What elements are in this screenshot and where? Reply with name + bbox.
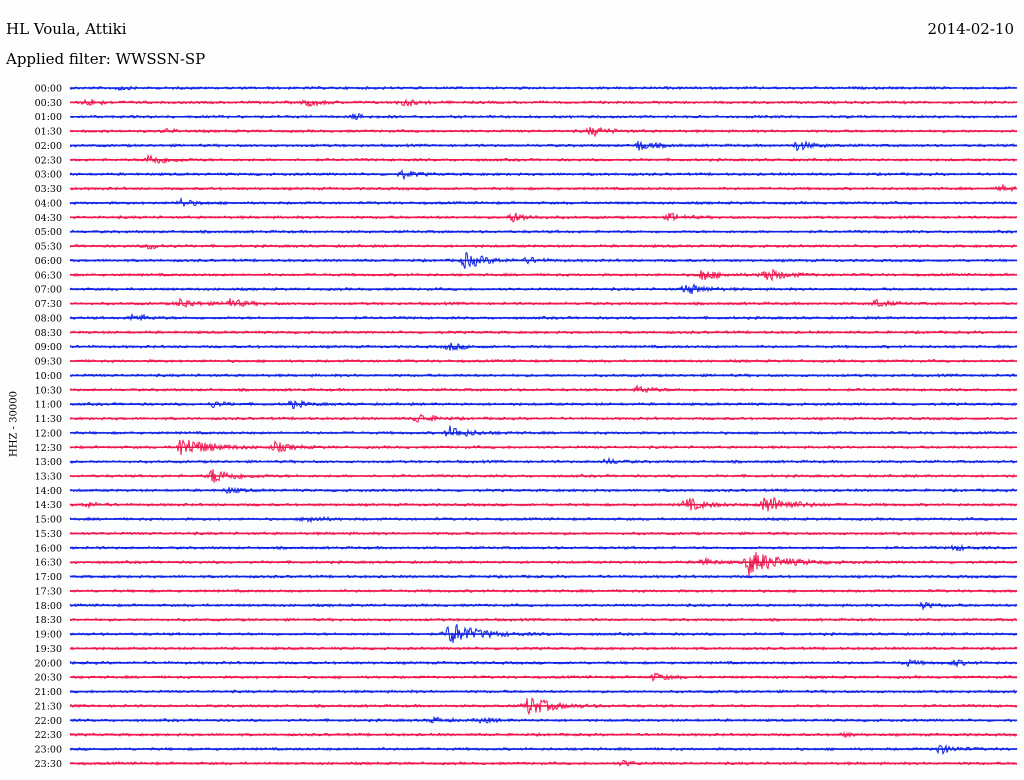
time-tick-label: 07:30	[35, 299, 62, 310]
time-tick-label: 04:00	[35, 198, 62, 209]
time-tick-label: 05:00	[35, 227, 62, 238]
trace-line-0730	[69, 297, 1018, 308]
time-tick-label: 20:00	[35, 658, 62, 669]
time-tick-label: 15:30	[35, 529, 62, 540]
time-tick-label: 01:00	[35, 112, 62, 123]
time-tick-label: 14:00	[35, 486, 62, 497]
time-tick-label: 05:30	[35, 242, 62, 253]
time-tick-label: 09:00	[35, 342, 62, 353]
time-tick-label: 02:30	[35, 155, 62, 166]
time-tick-label: 15:00	[35, 515, 62, 526]
trace-line-1200	[69, 425, 1018, 437]
time-tick-label: 11:00	[35, 400, 62, 411]
time-tick-label: 02:00	[35, 141, 62, 152]
time-tick-label: 16:00	[35, 543, 62, 554]
time-tick-label: 04:30	[35, 213, 62, 224]
time-tick-label: 07:00	[35, 285, 62, 296]
time-tick-label: 21:30	[35, 701, 62, 712]
time-tick-label: 19:30	[35, 644, 62, 655]
time-tick-label: 13:00	[35, 457, 62, 468]
time-tick-label: 01:30	[35, 127, 62, 138]
station-name: HL Voula, Attiki	[6, 20, 127, 38]
time-labels: 00:00 00:30 01:00 01:30 02:00 02:30 03:00 03:30…	[35, 84, 62, 770]
time-tick-label: 03:30	[35, 184, 62, 195]
filter-label: Applied filter: WWSSN-SP	[6, 50, 206, 68]
time-tick-label: 14:30	[35, 500, 62, 511]
time-tick-label: 06:00	[35, 256, 62, 267]
time-tick-label: 08:00	[35, 313, 62, 324]
time-tick-label: 13:30	[35, 471, 62, 482]
time-tick-label: 19:00	[35, 630, 62, 641]
time-tick-label: 16:30	[35, 558, 62, 569]
time-tick-label: 22:00	[35, 716, 62, 727]
seismic-traces	[69, 85, 1018, 767]
time-tick-label: 10:00	[35, 371, 62, 382]
time-tick-label: 21:00	[35, 687, 62, 698]
time-tick-label: 17:30	[35, 586, 62, 597]
time-tick-label: 17:00	[35, 572, 62, 583]
time-tick-label: 18:30	[35, 615, 62, 626]
time-tick-label: 11:30	[35, 414, 62, 425]
time-tick-label: 12:30	[35, 443, 62, 454]
time-tick-label: 00:00	[35, 84, 62, 95]
time-tick-label: 08:30	[35, 328, 62, 339]
time-tick-label: 03:00	[35, 170, 62, 181]
time-tick-label: 23:30	[35, 759, 62, 770]
time-tick-label: 09:30	[35, 357, 62, 368]
time-tick-label: 20:30	[35, 673, 62, 684]
time-tick-label: 22:30	[35, 730, 62, 741]
time-tick-label: 12:00	[35, 428, 62, 439]
time-tick-label: 10:30	[35, 385, 62, 396]
trace-line-1630	[69, 551, 1018, 577]
record-date: 2014-02-10	[927, 20, 1014, 38]
time-tick-label: 18:00	[35, 601, 62, 612]
time-tick-label: 06:30	[35, 270, 62, 281]
time-tick-label: 23:00	[35, 745, 62, 756]
time-tick-label: 00:30	[35, 98, 62, 109]
